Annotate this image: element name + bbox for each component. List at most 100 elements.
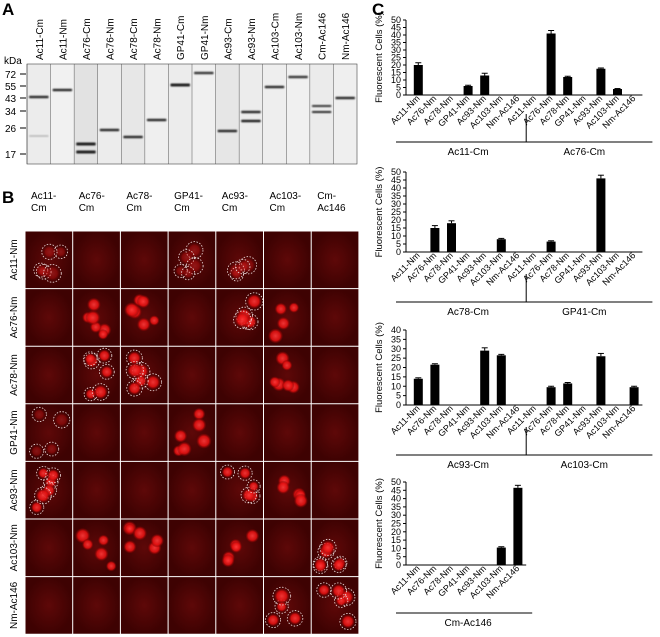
fluorescent-cell [43,245,56,258]
column-header: Ac93- [222,191,248,202]
micrograph-cell [25,288,73,347]
bar [413,378,423,405]
cell-outline [53,411,71,429]
y-tick-label: 35 [391,502,401,512]
protein-band [241,119,261,123]
cell-outline [99,364,115,380]
fluorescent-cell [192,418,207,432]
fluorescent-cell [281,360,293,371]
marker-label: 34 [5,107,17,118]
protein-band [76,142,96,146]
fluorescent-cell [55,413,69,427]
protein-band [241,110,261,114]
protein-band [264,85,285,89]
cell-outline [245,292,264,311]
protein-band [123,135,143,139]
column-header: Cm [270,203,286,214]
cell-outline [227,261,245,280]
group-label: Ac11-Cm [448,147,489,158]
fluorescent-cell [84,353,96,365]
y-tick-label: 30 [391,344,401,354]
panel-label-a: A [2,0,15,19]
bar [546,33,556,95]
bar [430,364,440,405]
y-axis-label: Fluorescent Cells (%) [374,322,385,413]
fluorescent-cell [38,467,49,479]
group-label: Ac93-Cm [447,460,489,471]
bar [463,86,473,95]
bar [447,223,456,252]
fluorescent-cell [294,493,308,508]
micrograph-cell [311,403,359,462]
row-header: Ac78-Nm [9,354,20,396]
bar [596,68,606,95]
lane-label: Nm-Ac146 [341,12,352,60]
fluorescent-cell [124,302,140,318]
cell-outline [40,482,57,499]
column-header: Cm [31,203,47,214]
column-header: Cm [79,203,95,214]
cell-outline [126,380,143,397]
y-tick-label: 50 [391,167,401,177]
fluorescent-cell [247,294,262,309]
row-header: Ac93-Nm [9,469,20,511]
y-tick-label: 50 [391,15,401,25]
lane-label: Ac11-Nm [58,19,69,60]
bar [496,355,506,405]
micrograph-cell [120,231,169,289]
y-axis-label: Fluorescent Cells (%) [374,12,385,103]
blot-lane [144,64,169,164]
fluorescent-cell [149,315,160,326]
y-tick-label: 15 [391,223,401,233]
cell-outline [178,249,195,266]
cell-outline [29,499,45,515]
y-tick-label: 20 [391,215,401,225]
micrograph-cell [311,288,359,347]
fluorescent-cell [321,540,335,555]
cell-outline [319,538,337,556]
lane-label: Ac93-Nm [247,18,258,60]
y-tick-label: 5 [396,83,401,93]
y-tick-label: 45 [391,485,401,495]
y-tick-label: 25 [391,353,401,363]
micrograph-cell [120,403,169,462]
fluorescent-cell [277,317,290,330]
fluorescent-cell [267,614,280,627]
column-header: Ac76- [79,191,105,202]
y-tick-label: 0 [396,247,401,257]
fluorescent-cell [97,329,109,340]
micrograph-cell [311,231,359,289]
fluorescent-cell [221,554,235,567]
marker-label: 43 [5,94,17,105]
fluorescent-cell [137,317,151,332]
cell-outline [144,373,162,392]
fluorescent-cell [276,601,287,612]
bar [629,387,639,405]
fluorescent-cell [221,466,234,478]
fluorescent-cell [269,376,281,388]
y-tick-label: 30 [391,510,401,520]
y-tick-label: 35 [391,191,401,201]
micrograph-cell [72,461,121,519]
fluorescent-cell [123,540,137,554]
bar [480,75,490,95]
protein-band [311,111,332,113]
cell-outline [233,310,252,330]
fluorescent-cell [288,612,302,625]
fluorescent-cell [332,584,346,598]
y-axis-label: Fluorescent Cells (%) [374,167,385,258]
lane-label: GP41-Cm [176,16,187,60]
fluorescent-cell [98,349,111,362]
micrograph-cell [168,576,216,635]
fluorescent-cell [341,614,355,629]
lane-label: Ac103-Nm [294,13,305,60]
y-tick-label: 5 [396,552,401,562]
group-label: Ac103-Cm [561,460,608,471]
fluorescent-cell [36,488,50,503]
micrograph-cell [120,461,169,519]
fluorescent-cell [183,268,194,279]
